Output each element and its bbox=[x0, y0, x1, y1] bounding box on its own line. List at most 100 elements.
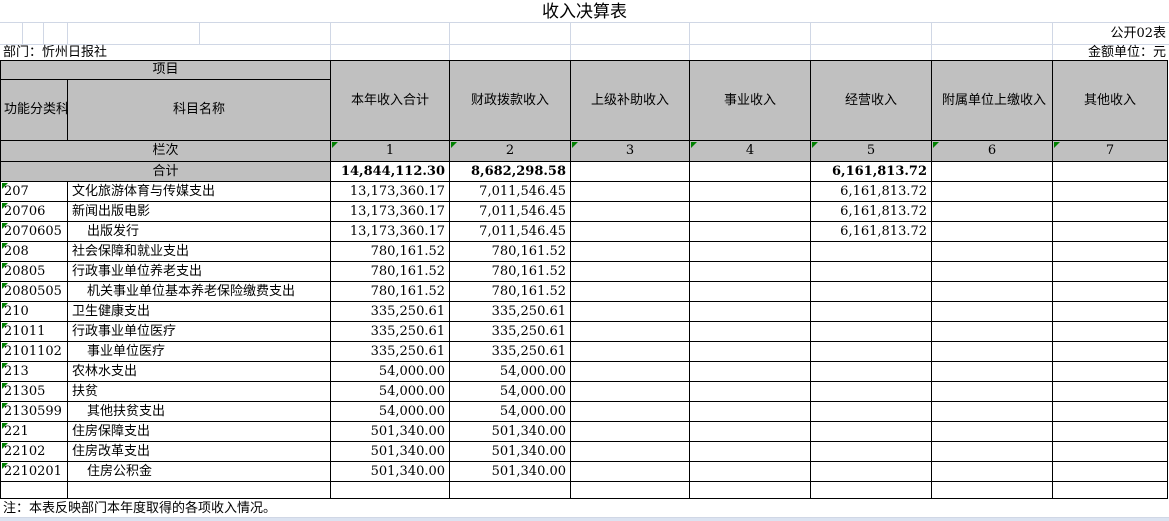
value-cell[interactable] bbox=[931, 441, 1054, 462]
value-cell[interactable] bbox=[570, 261, 691, 282]
value-cell[interactable] bbox=[931, 181, 1054, 202]
value-cell[interactable] bbox=[570, 181, 691, 202]
value-cell[interactable]: 335,250.61 bbox=[449, 321, 572, 342]
function-code-cell[interactable]: 2101102 bbox=[0, 341, 68, 362]
empty-cell[interactable] bbox=[330, 481, 451, 499]
value-cell[interactable] bbox=[931, 261, 1054, 282]
function-code-cell[interactable]: 2080505 bbox=[0, 281, 68, 302]
subject-name-cell[interactable]: 机关事业单位基本养老保险缴费支出 bbox=[66, 281, 332, 302]
total-value-cell[interactable]: 14,844,112.30 bbox=[330, 161, 451, 182]
value-cell[interactable] bbox=[1052, 221, 1169, 242]
value-cell[interactable] bbox=[689, 381, 812, 402]
value-cell[interactable]: 780,161.52 bbox=[330, 281, 451, 302]
value-cell[interactable] bbox=[570, 421, 691, 442]
empty-cell[interactable] bbox=[931, 481, 1054, 499]
subject-name-cell[interactable]: 行政事业单位医疗 bbox=[66, 321, 332, 342]
column-number-cell[interactable]: 1 bbox=[330, 140, 451, 162]
total-value-cell[interactable]: 6,161,813.72 bbox=[810, 161, 933, 182]
value-cell[interactable]: 54,000.00 bbox=[330, 381, 451, 402]
column-header-fiscal-appropriation[interactable]: 财政拨款收入 bbox=[449, 60, 572, 141]
column-number-cell[interactable]: 4 bbox=[689, 140, 812, 162]
report-title-cell[interactable]: 收入决算表 bbox=[0, 0, 1169, 23]
value-cell[interactable] bbox=[810, 401, 933, 422]
value-cell[interactable] bbox=[570, 401, 691, 422]
value-cell[interactable] bbox=[689, 421, 812, 442]
value-cell[interactable]: 780,161.52 bbox=[449, 241, 572, 262]
value-cell[interactable]: 13,173,360.17 bbox=[330, 201, 451, 222]
column-header-institution-income[interactable]: 事业收入 bbox=[689, 60, 812, 141]
value-cell[interactable]: 335,250.61 bbox=[330, 341, 451, 362]
subject-name-cell[interactable]: 事业单位医疗 bbox=[66, 341, 332, 362]
value-cell[interactable]: 335,250.61 bbox=[330, 321, 451, 342]
value-cell[interactable] bbox=[810, 441, 933, 462]
subject-name-cell[interactable]: 农林水支出 bbox=[66, 361, 332, 382]
value-cell[interactable] bbox=[689, 441, 812, 462]
value-cell[interactable] bbox=[689, 201, 812, 222]
value-cell[interactable] bbox=[931, 341, 1054, 362]
value-cell[interactable] bbox=[810, 361, 933, 382]
value-cell[interactable] bbox=[931, 361, 1054, 382]
column-header-superior-subsidy[interactable]: 上级补助收入 bbox=[570, 60, 691, 141]
value-cell[interactable]: 54,000.00 bbox=[449, 361, 572, 382]
value-cell[interactable] bbox=[689, 241, 812, 262]
value-cell[interactable] bbox=[689, 361, 812, 382]
column-number-cell[interactable]: 7 bbox=[1052, 140, 1169, 162]
value-cell[interactable] bbox=[931, 321, 1054, 342]
value-cell[interactable]: 780,161.52 bbox=[449, 281, 572, 302]
column-header-affiliated-remittance[interactable]: 附属单位上缴收入 bbox=[931, 60, 1054, 141]
value-cell[interactable] bbox=[689, 341, 812, 362]
function-code-cell[interactable]: 20706 bbox=[0, 201, 68, 222]
column-header-function-code[interactable]: 功能分类科目编码 bbox=[0, 79, 68, 141]
total-value-cell[interactable] bbox=[570, 161, 691, 182]
value-cell[interactable]: 7,011,546.45 bbox=[449, 221, 572, 242]
function-code-cell[interactable]: 208 bbox=[0, 241, 68, 262]
value-cell[interactable] bbox=[689, 181, 812, 202]
value-cell[interactable] bbox=[570, 321, 691, 342]
empty-cell[interactable] bbox=[66, 481, 332, 499]
value-cell[interactable] bbox=[1052, 461, 1169, 482]
value-cell[interactable] bbox=[931, 301, 1054, 322]
subject-name-cell[interactable]: 卫生健康支出 bbox=[66, 301, 332, 322]
value-cell[interactable]: 501,340.00 bbox=[330, 421, 451, 442]
column-header-operating-income[interactable]: 经营收入 bbox=[810, 60, 933, 141]
function-code-cell[interactable]: 213 bbox=[0, 361, 68, 382]
value-cell[interactable] bbox=[570, 441, 691, 462]
column-header-subject-name[interactable]: 科目名称 bbox=[66, 79, 332, 141]
note-cell[interactable]: 注：本表反映部门本年度取得的各项收入情况。 bbox=[0, 499, 1169, 518]
value-cell[interactable] bbox=[570, 201, 691, 222]
value-cell[interactable] bbox=[810, 281, 933, 302]
subject-name-cell[interactable]: 其他扶贫支出 bbox=[66, 401, 332, 422]
value-cell[interactable] bbox=[931, 461, 1054, 482]
value-cell[interactable] bbox=[1052, 401, 1169, 422]
total-value-cell[interactable]: 8,682,298.58 bbox=[449, 161, 572, 182]
value-cell[interactable]: 7,011,546.45 bbox=[449, 201, 572, 222]
value-cell[interactable]: 501,340.00 bbox=[330, 461, 451, 482]
value-cell[interactable]: 6,161,813.72 bbox=[810, 181, 933, 202]
value-cell[interactable]: 13,173,360.17 bbox=[330, 221, 451, 242]
function-code-cell[interactable]: 210 bbox=[0, 301, 68, 322]
value-cell[interactable]: 780,161.52 bbox=[330, 241, 451, 262]
value-cell[interactable] bbox=[570, 461, 691, 482]
function-code-cell[interactable]: 20805 bbox=[0, 261, 68, 282]
value-cell[interactable] bbox=[1052, 241, 1169, 262]
subject-name-cell[interactable]: 行政事业单位养老支出 bbox=[66, 261, 332, 282]
value-cell[interactable]: 335,250.61 bbox=[449, 301, 572, 322]
value-cell[interactable] bbox=[1052, 321, 1169, 342]
value-cell[interactable] bbox=[931, 401, 1054, 422]
column-number-cell[interactable]: 6 bbox=[931, 140, 1054, 162]
lanci-label-cell[interactable]: 栏次 bbox=[0, 140, 332, 162]
empty-cell[interactable] bbox=[689, 481, 812, 499]
value-cell[interactable] bbox=[689, 281, 812, 302]
value-cell[interactable] bbox=[570, 241, 691, 262]
value-cell[interactable] bbox=[689, 461, 812, 482]
function-code-cell[interactable]: 2210201 bbox=[0, 461, 68, 482]
value-cell[interactable]: 335,250.61 bbox=[449, 341, 572, 362]
value-cell[interactable] bbox=[1052, 261, 1169, 282]
value-cell[interactable] bbox=[689, 321, 812, 342]
value-cell[interactable] bbox=[810, 381, 933, 402]
value-cell[interactable]: 501,340.00 bbox=[449, 421, 572, 442]
function-code-cell[interactable]: 2070605 bbox=[0, 221, 68, 242]
column-header-annual-total[interactable]: 本年收入合计 bbox=[330, 60, 451, 141]
value-cell[interactable] bbox=[570, 221, 691, 242]
function-code-cell[interactable]: 207 bbox=[0, 181, 68, 202]
